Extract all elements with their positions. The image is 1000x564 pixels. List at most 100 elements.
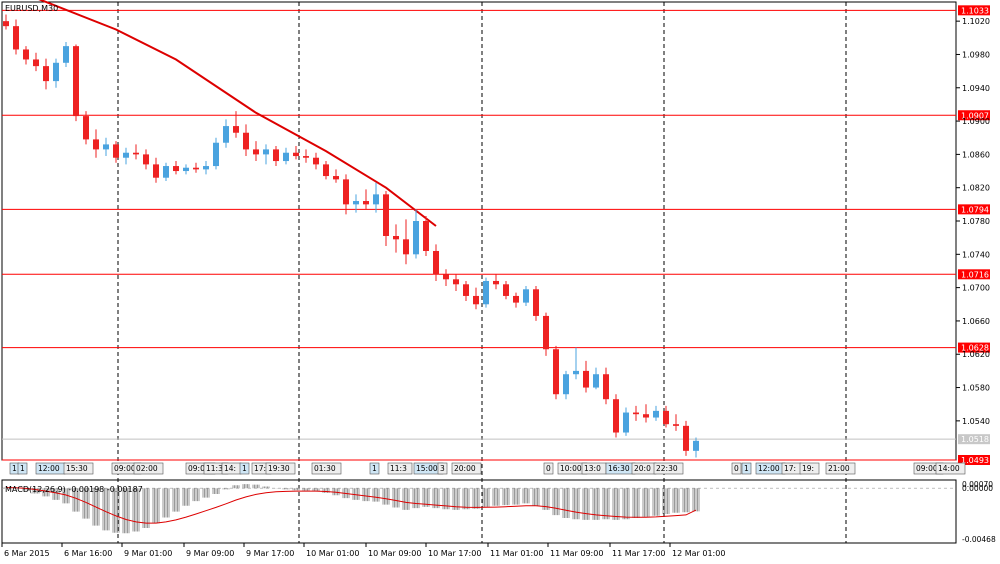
symbol-label: EURUSD,M30 — [5, 4, 58, 13]
y-tick-label: 1.0940 — [962, 84, 990, 93]
level-tag-label: 1.0794 — [961, 205, 989, 214]
trend-line-path[interactable] — [6, 0, 437, 227]
x-tick-label: 10 Mar 17:00 — [428, 549, 481, 558]
time-axis: 6 Mar 2015 6 Mar 16:00 9 Mar 01:00 9 Mar 09… — [1, 543, 725, 558]
event-tag[interactable] — [543, 462, 554, 475]
level-tag — [958, 110, 990, 121]
event-tag-label: 11:3 — [206, 464, 223, 473]
event-tag-label: 1 — [12, 464, 17, 473]
candle-body — [383, 194, 389, 236]
candle-body — [93, 139, 99, 150]
x-tick-label: 6 Mar 2015 — [4, 549, 50, 558]
event-tag[interactable] — [311, 462, 342, 475]
candle-body — [3, 21, 9, 27]
macd-tick-label: -0.00468 — [962, 535, 996, 544]
macd-label: MACD(12,26,9) -0.00198 -0.00187 — [5, 485, 143, 494]
event-tag-label: 0 — [546, 464, 551, 473]
event-tag[interactable] — [239, 462, 250, 475]
candle-body — [443, 274, 449, 280]
event-tag[interactable] — [387, 462, 413, 475]
event-tag-label: 01:30 — [314, 464, 336, 473]
candle-body — [293, 152, 299, 157]
candle-body — [193, 167, 199, 170]
macd-signal-line — [5, 487, 697, 524]
y-tick-label: 1.1020 — [962, 17, 990, 26]
macd-tick-label: 0.00070 — [962, 480, 993, 489]
macd-series — [2, 484, 956, 534]
candle-body — [693, 440, 699, 451]
candle-body — [553, 349, 559, 395]
event-tag-label: 1 — [242, 464, 247, 473]
event-tag-label: 16:30 — [608, 464, 630, 473]
event-tag-label: 10:00 — [560, 464, 582, 473]
candle-body — [23, 49, 29, 60]
level-tag — [958, 455, 990, 465]
event-tag-label: 12:00 — [38, 464, 60, 473]
y-tick-label: 1.0740 — [962, 250, 990, 259]
candle-body — [583, 370, 589, 388]
candle-body — [33, 59, 39, 67]
candle-body — [663, 410, 669, 425]
candle-body — [133, 152, 139, 155]
y-tick-label: 1.0660 — [962, 317, 990, 326]
candle-body — [333, 176, 339, 180]
y-tick-label: 1.0700 — [962, 284, 990, 293]
event-tag[interactable] — [825, 462, 856, 475]
price-panel-frame — [1, 1, 957, 461]
event-tag[interactable] — [265, 462, 296, 475]
event-tag[interactable] — [451, 462, 482, 475]
y-tick-label: 1.0820 — [962, 184, 990, 193]
event-tag[interactable] — [935, 462, 966, 475]
event-tag-label: 1 — [20, 464, 25, 473]
candle-body — [53, 62, 59, 82]
candle-body — [253, 149, 259, 155]
x-tick-label: 11 Mar 01:00 — [490, 549, 543, 558]
event-tag[interactable] — [17, 462, 28, 475]
candle-body — [403, 239, 409, 255]
event-tag-label: 20:0 — [634, 464, 651, 473]
candle-body — [233, 126, 239, 133]
candle-body — [163, 166, 169, 178]
y-tick-label: 1.0980 — [962, 50, 990, 59]
level-tag-label: 1.0493 — [961, 456, 989, 465]
event-tag-label: 17: — [254, 464, 266, 473]
level-tag — [958, 342, 990, 353]
candle-body — [283, 152, 289, 162]
x-tick-label: 12 Mar 01:00 — [672, 549, 725, 558]
current-price-tag — [958, 434, 990, 445]
event-tag-label: 20:00 — [454, 464, 476, 473]
candles — [3, 14, 699, 458]
candle-body — [213, 142, 219, 167]
event-tag[interactable] — [133, 462, 164, 475]
candle-body — [453, 279, 459, 285]
candle-body — [223, 126, 229, 143]
candle-body — [13, 26, 19, 50]
horizontal-levels: 1.1033 1.0907 1.0794 1.0716 1.0628 1.0493 1.05… — [2, 5, 990, 465]
x-tick-label: 9 Mar 09:00 — [186, 549, 234, 558]
event-tag-label: 19:30 — [268, 464, 290, 473]
event-tag[interactable] — [799, 462, 820, 475]
candle-body — [423, 221, 429, 251]
trend-line — [6, 0, 437, 227]
candle-body — [63, 46, 69, 63]
candle-body — [483, 280, 489, 305]
candle-body — [683, 425, 689, 451]
candle-body — [153, 164, 159, 178]
event-tag[interactable] — [731, 462, 742, 475]
event-tag[interactable] — [369, 462, 380, 475]
event-tag[interactable] — [653, 462, 684, 475]
candle-body — [103, 144, 109, 150]
event-tag[interactable] — [437, 462, 448, 475]
vertical-grid — [117, 2, 847, 543]
event-tag-label: 15:30 — [66, 464, 88, 473]
event-tag[interactable] — [741, 462, 752, 475]
event-tag[interactable] — [63, 462, 94, 475]
price-axis: 1.1020 1.0980 1.0940 1.0900 1.0860 1.0820 1.07… — [956, 17, 990, 426]
candle-body — [633, 412, 639, 415]
event-tag-label: 09:00 — [188, 464, 210, 473]
candle-body — [543, 315, 549, 350]
candle-body — [523, 289, 529, 303]
event-tag-label: 22:30 — [656, 464, 678, 473]
